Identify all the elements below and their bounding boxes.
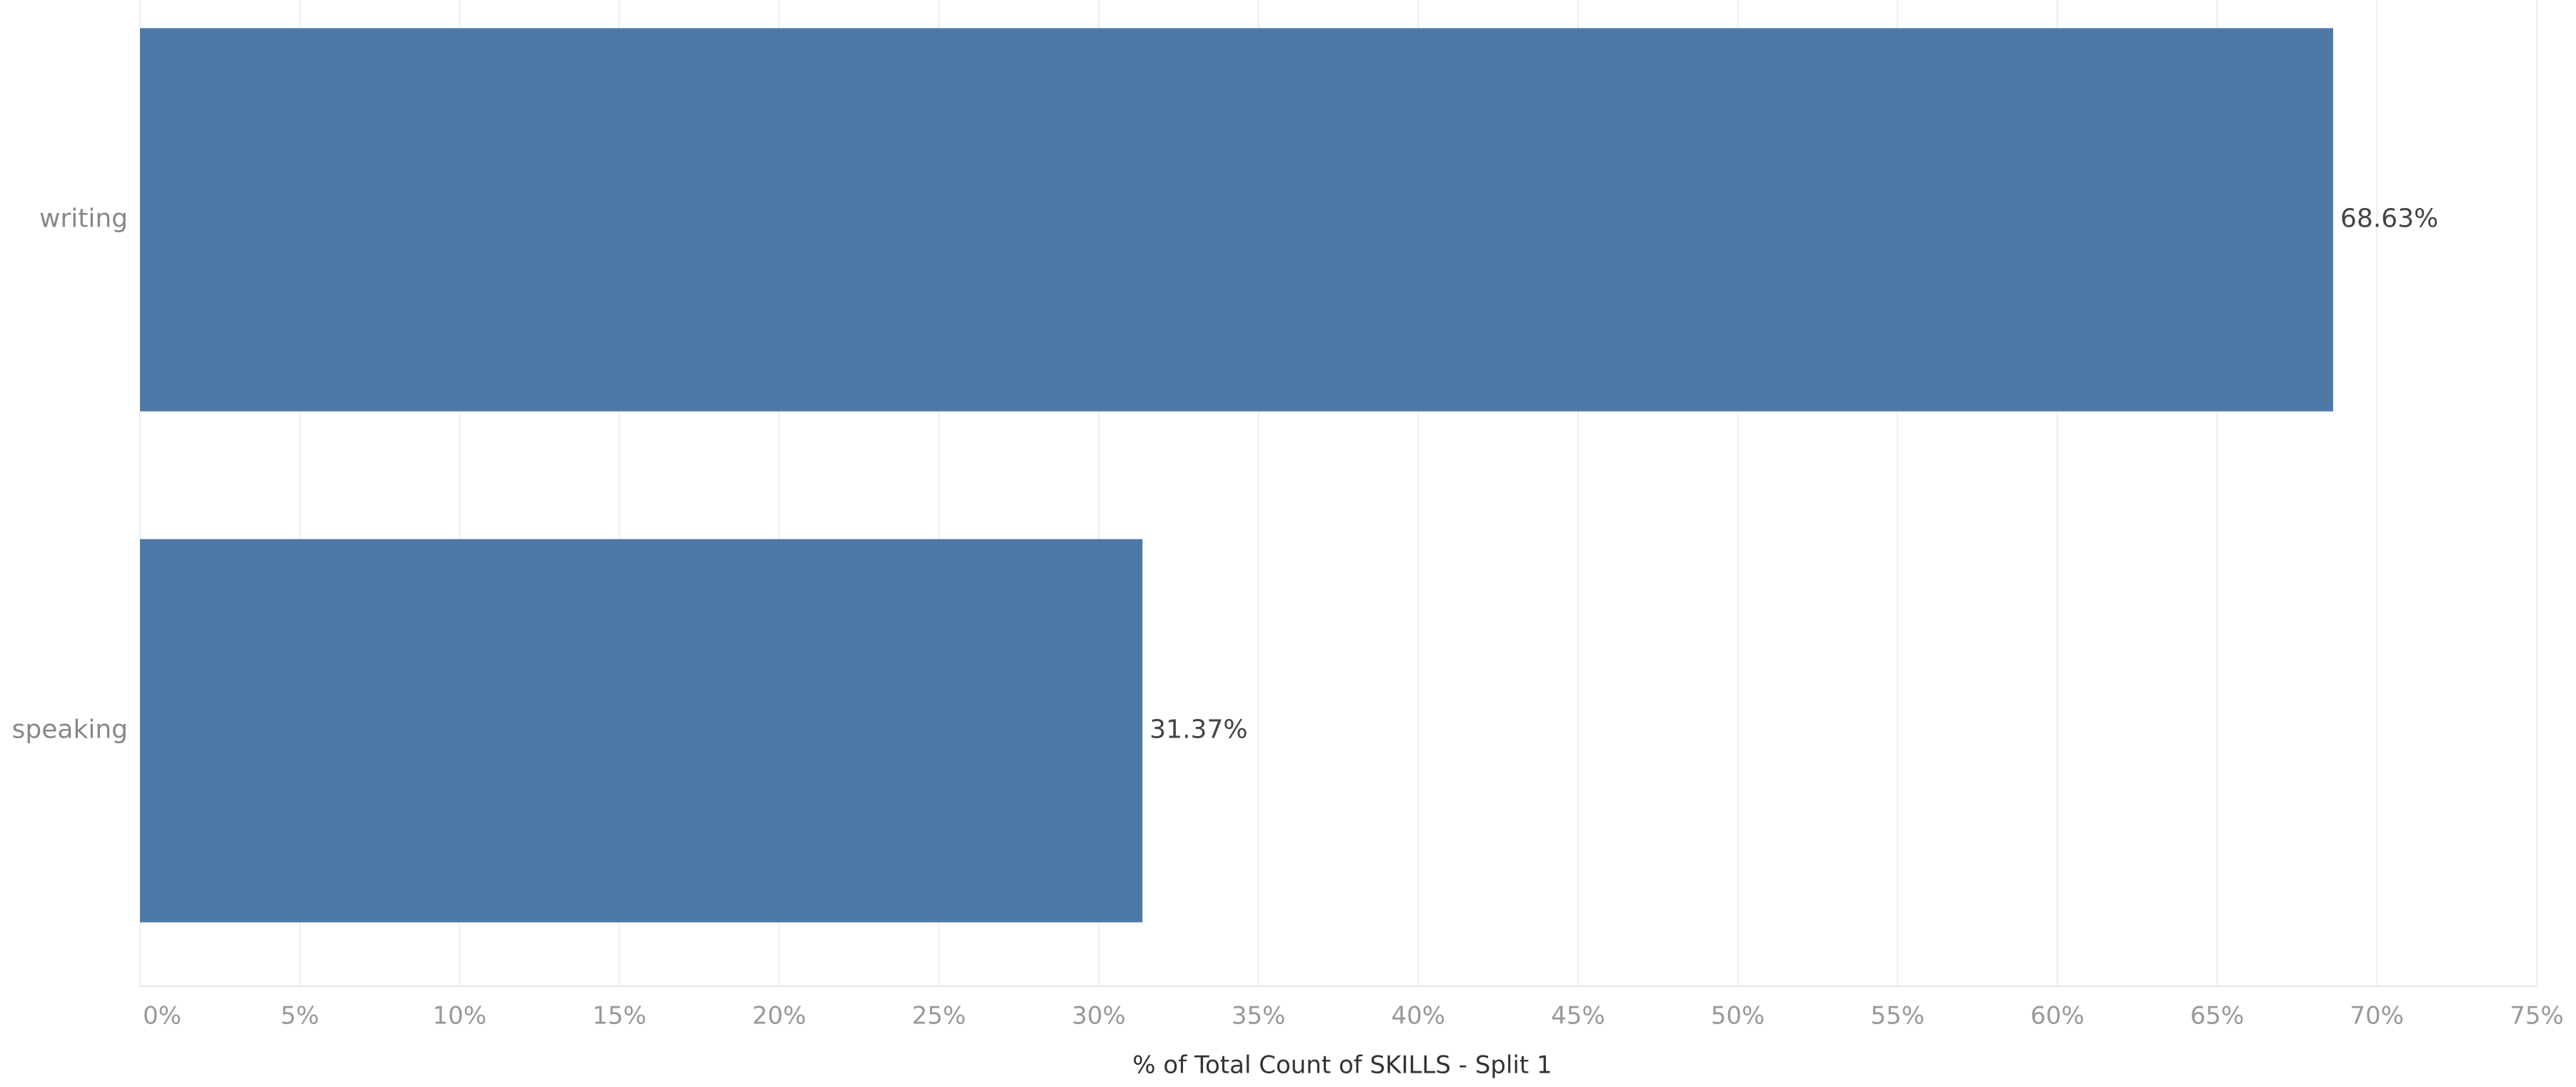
x-tick-label: 70% xyxy=(2350,1002,2405,1031)
value-label: 31.37% xyxy=(1149,715,1247,745)
value-label: 68.63% xyxy=(2340,204,2438,234)
y-tick-label: speaking xyxy=(12,715,128,745)
x-tick-label: 20% xyxy=(752,1002,807,1031)
x-tick-label: 15% xyxy=(592,1002,647,1031)
x-tick-label: 35% xyxy=(1232,1002,1286,1031)
x-tick-label: 75% xyxy=(2510,1002,2564,1031)
x-axis-title: % of Total Count of SKILLS - Split 1 xyxy=(1132,1051,1552,1080)
y-tick-label: writing xyxy=(39,204,128,234)
x-tick-label: 55% xyxy=(1871,1002,1925,1031)
x-tick-label: 25% xyxy=(912,1002,967,1031)
x-tick-label: 50% xyxy=(1711,1002,1765,1031)
x-tick-label: 45% xyxy=(1551,1002,1605,1031)
x-tick-label: 5% xyxy=(281,1002,319,1031)
bar xyxy=(140,28,2334,412)
x-tick-label: 30% xyxy=(1072,1002,1126,1031)
bar xyxy=(140,539,1143,923)
x-tick-label: 10% xyxy=(433,1002,487,1031)
x-tick-label: 60% xyxy=(2030,1002,2085,1031)
x-tick-label: 65% xyxy=(2190,1002,2245,1031)
x-tick-label: 0% xyxy=(143,1002,181,1031)
x-tick-label: 40% xyxy=(1392,1002,1446,1031)
